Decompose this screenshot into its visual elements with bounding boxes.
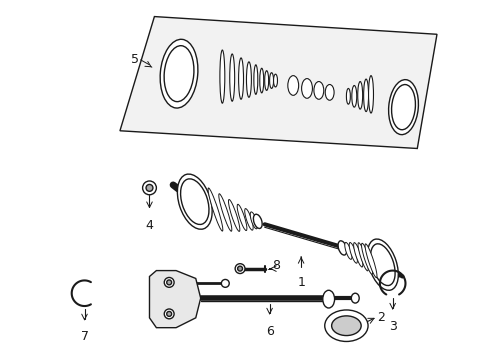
Ellipse shape bbox=[164, 278, 174, 287]
Ellipse shape bbox=[208, 188, 223, 231]
Text: 1: 1 bbox=[297, 275, 305, 288]
Ellipse shape bbox=[246, 62, 251, 97]
Ellipse shape bbox=[366, 239, 398, 290]
Ellipse shape bbox=[229, 54, 234, 101]
Ellipse shape bbox=[218, 194, 231, 231]
Text: 5: 5 bbox=[130, 53, 139, 66]
Polygon shape bbox=[120, 17, 436, 148]
Ellipse shape bbox=[164, 309, 174, 319]
Ellipse shape bbox=[301, 78, 312, 98]
Ellipse shape bbox=[164, 46, 194, 102]
Ellipse shape bbox=[166, 280, 171, 285]
Ellipse shape bbox=[259, 68, 263, 93]
Text: 4: 4 bbox=[145, 219, 153, 233]
Ellipse shape bbox=[350, 293, 359, 303]
Ellipse shape bbox=[287, 76, 298, 95]
Ellipse shape bbox=[324, 310, 367, 342]
Ellipse shape bbox=[273, 74, 277, 87]
Text: 8: 8 bbox=[272, 259, 280, 272]
Ellipse shape bbox=[344, 242, 351, 259]
Polygon shape bbox=[149, 271, 200, 328]
Ellipse shape bbox=[244, 208, 253, 230]
Ellipse shape bbox=[388, 80, 418, 135]
Ellipse shape bbox=[391, 85, 415, 130]
Ellipse shape bbox=[235, 264, 244, 274]
Ellipse shape bbox=[142, 181, 156, 195]
Ellipse shape bbox=[353, 243, 362, 267]
Ellipse shape bbox=[351, 85, 356, 107]
Ellipse shape bbox=[357, 82, 362, 109]
Ellipse shape bbox=[313, 82, 323, 99]
Ellipse shape bbox=[361, 243, 372, 274]
Ellipse shape bbox=[348, 243, 357, 263]
Ellipse shape bbox=[250, 212, 257, 229]
Ellipse shape bbox=[325, 85, 333, 100]
Ellipse shape bbox=[365, 244, 376, 278]
Ellipse shape bbox=[253, 214, 262, 229]
Text: 6: 6 bbox=[265, 325, 273, 338]
Ellipse shape bbox=[322, 290, 334, 308]
Ellipse shape bbox=[180, 179, 208, 225]
Ellipse shape bbox=[253, 65, 257, 94]
Ellipse shape bbox=[166, 311, 171, 316]
Ellipse shape bbox=[177, 174, 212, 229]
Ellipse shape bbox=[337, 241, 346, 255]
Ellipse shape bbox=[357, 243, 367, 271]
Ellipse shape bbox=[269, 73, 273, 89]
Text: 3: 3 bbox=[388, 320, 396, 333]
Text: 2: 2 bbox=[376, 311, 384, 324]
Ellipse shape bbox=[238, 58, 243, 99]
Ellipse shape bbox=[346, 89, 349, 104]
Ellipse shape bbox=[220, 50, 224, 103]
Ellipse shape bbox=[264, 71, 268, 90]
Text: 7: 7 bbox=[81, 330, 88, 343]
Ellipse shape bbox=[237, 204, 246, 230]
Ellipse shape bbox=[331, 316, 361, 336]
Ellipse shape bbox=[160, 39, 198, 108]
Ellipse shape bbox=[237, 266, 242, 271]
Ellipse shape bbox=[370, 244, 394, 285]
Ellipse shape bbox=[221, 279, 229, 287]
Ellipse shape bbox=[363, 79, 368, 112]
Ellipse shape bbox=[146, 184, 153, 191]
Ellipse shape bbox=[368, 76, 373, 113]
Ellipse shape bbox=[228, 199, 239, 231]
